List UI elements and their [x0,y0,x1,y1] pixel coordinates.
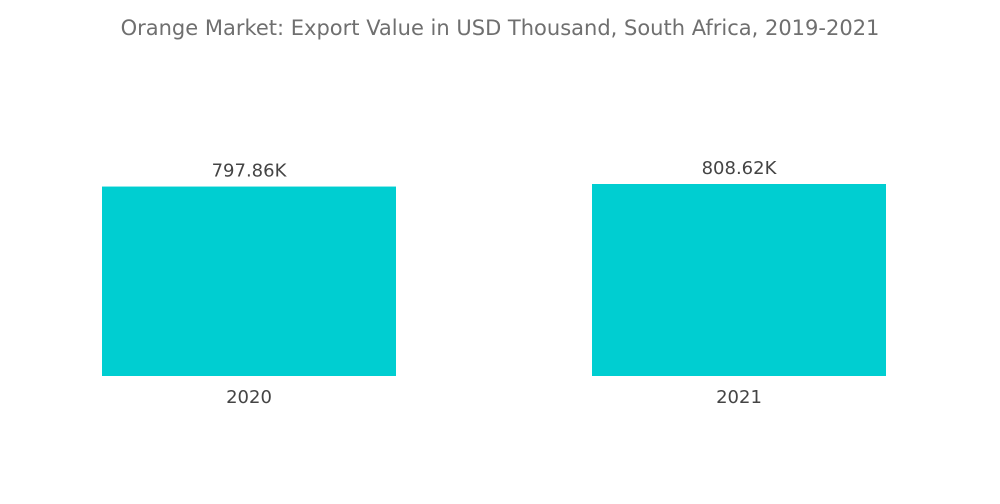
x-tick-label-2020: 2020 [226,387,272,408]
bar-value-label-2020: 797.86K [212,161,288,182]
chart-title: Orange Market: Export Value in USD Thous… [120,16,880,40]
value-labels-group: 797.86K 808.62K [212,158,778,182]
bars-group [102,184,886,376]
bar-2021 [592,184,886,376]
x-tick-labels-group: 2020 2021 [226,387,762,408]
bar-2020 [102,186,396,376]
x-tick-label-2021: 2021 [716,387,762,408]
bar-value-label-2021: 808.62K [702,158,778,179]
